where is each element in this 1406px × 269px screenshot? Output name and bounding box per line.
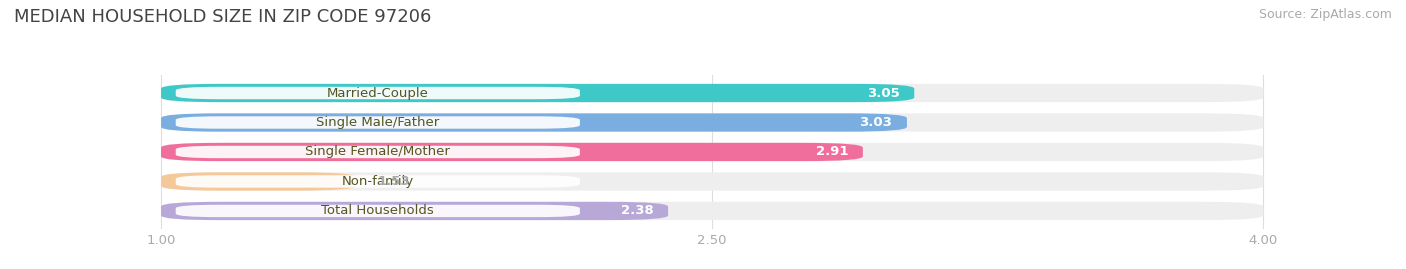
Text: Single Male/Father: Single Male/Father (316, 116, 440, 129)
Text: 2.91: 2.91 (815, 146, 848, 158)
Text: 1.53: 1.53 (378, 175, 411, 188)
FancyBboxPatch shape (162, 172, 1264, 191)
FancyBboxPatch shape (176, 146, 579, 158)
FancyBboxPatch shape (162, 202, 1264, 220)
Text: 3.03: 3.03 (859, 116, 893, 129)
Text: Married-Couple: Married-Couple (326, 87, 429, 100)
Text: Total Households: Total Households (322, 204, 434, 217)
FancyBboxPatch shape (162, 113, 1264, 132)
FancyBboxPatch shape (176, 116, 579, 129)
Text: 3.05: 3.05 (868, 87, 900, 100)
Text: MEDIAN HOUSEHOLD SIZE IN ZIP CODE 97206: MEDIAN HOUSEHOLD SIZE IN ZIP CODE 97206 (14, 8, 432, 26)
FancyBboxPatch shape (162, 202, 668, 220)
Text: Single Female/Mother: Single Female/Mother (305, 146, 450, 158)
FancyBboxPatch shape (162, 84, 1264, 102)
FancyBboxPatch shape (162, 143, 863, 161)
FancyBboxPatch shape (162, 113, 907, 132)
FancyBboxPatch shape (176, 205, 579, 217)
Text: Source: ZipAtlas.com: Source: ZipAtlas.com (1258, 8, 1392, 21)
FancyBboxPatch shape (162, 84, 914, 102)
FancyBboxPatch shape (176, 87, 579, 99)
FancyBboxPatch shape (162, 143, 1264, 161)
Text: Non-family: Non-family (342, 175, 413, 188)
Text: 2.38: 2.38 (620, 204, 654, 217)
FancyBboxPatch shape (176, 175, 579, 188)
FancyBboxPatch shape (162, 172, 356, 191)
